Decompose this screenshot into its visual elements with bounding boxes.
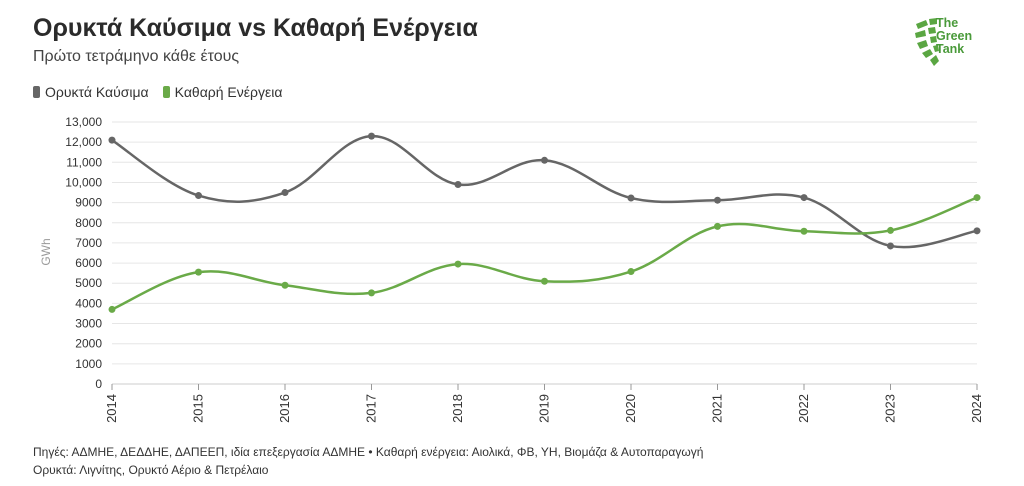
data-point-series-1[interactable] — [714, 222, 721, 230]
data-point-series-0[interactable] — [454, 180, 462, 188]
y-axis-ticks: 0 1000 2000 3000 4000 5000 6000 7000 8000 9000 10,… — [65, 115, 102, 391]
y-axis-label: GWh — [39, 238, 53, 265]
logo-text-line1: The — [936, 16, 959, 30]
data-point-series-1[interactable] — [973, 194, 981, 202]
y-tick-label: 11,000 — [66, 155, 102, 169]
footer-line-fossil-definition: Ορυκτά: Λιγνίτης, Ορυκτό Αέριο & Πετρέλα… — [33, 463, 269, 477]
logo-text-line3: Tank — [936, 42, 965, 56]
x-tick-label: 2016 — [277, 394, 292, 423]
x-tick-label: 2019 — [537, 394, 552, 423]
footer-line-sources: Πηγές: ΑΔΜΗΕ, ΔΕΔΔΗΕ, ΔΑΠΕΕΠ, ιδία επεξε… — [33, 445, 704, 459]
chart-subtitle: Πρώτο τετράμηνο κάθε έτους — [33, 48, 240, 65]
legend-label-fossil: Ορυκτά Καύσιμα — [45, 84, 149, 100]
legend-label-clean: Καθαρή Ενέργεια — [174, 84, 283, 100]
y-tick-label: 3000 — [75, 317, 102, 331]
y-tick-label: 6000 — [75, 256, 102, 270]
data-point-series-0[interactable] — [973, 227, 981, 235]
x-axis-ticks: 2014 2015 2016 2017 2018 2019 2020 2021 2022 2023… — [104, 384, 984, 423]
the-green-tank-logo-icon — [915, 18, 939, 66]
x-tick-label: 2021 — [710, 394, 725, 423]
data-point-series-0[interactable] — [281, 189, 289, 197]
series-points — [108, 132, 981, 313]
legend-swatch-fossil — [33, 86, 40, 98]
legend: Ορυκτά Καύσιμα Καθαρή Ενέργεια — [33, 84, 282, 100]
data-point-series-1[interactable] — [800, 227, 808, 235]
logo-text: The Green Tank — [936, 17, 972, 56]
x-tick-label: 2017 — [364, 394, 379, 423]
y-tick-label: 0 — [95, 377, 102, 391]
y-tick-label: 4000 — [75, 296, 102, 310]
legend-swatch-clean — [162, 86, 170, 98]
data-point-series-1[interactable] — [627, 268, 635, 276]
data-point-series-0[interactable] — [541, 156, 548, 164]
footer-sources: Πηγές: ΑΔΜΗΕ, ΔΕΔΔΗΕ, ΔΑΠΕΕΠ, ιδία επεξε… — [33, 443, 703, 479]
line-chart: 0 1000 2000 3000 4000 5000 6000 7000 8000 9000 10,… — [39, 115, 984, 423]
y-tick-label: 2000 — [75, 337, 102, 351]
data-point-series-1[interactable] — [108, 305, 116, 313]
data-point-series-1[interactable] — [368, 289, 375, 297]
grid-lines — [112, 121, 977, 385]
legend-item-clean[interactable]: Καθαρή Ενέργεια — [162, 84, 283, 100]
x-tick-label: 2023 — [883, 394, 898, 423]
y-tick-label: 13,000 — [65, 115, 102, 129]
data-point-series-1[interactable] — [195, 268, 202, 276]
x-tick-label: 2018 — [450, 394, 465, 423]
data-point-series-0[interactable] — [887, 242, 894, 250]
data-point-series-1[interactable] — [454, 260, 462, 268]
data-point-series-1[interactable] — [541, 277, 548, 285]
data-point-series-0[interactable] — [195, 192, 202, 200]
chart-title: Ορυκτά Καύσιμα vs Καθαρή Ενέργεια — [33, 14, 478, 42]
logo-text-line2: Green — [936, 29, 973, 43]
y-tick-label: 7000 — [75, 236, 102, 250]
y-tick-label: 10,000 — [65, 175, 102, 189]
x-tick-label: 2022 — [796, 394, 811, 423]
x-tick-label: 2014 — [104, 394, 119, 423]
x-tick-label: 2020 — [623, 394, 638, 423]
y-tick-label: 8000 — [75, 216, 102, 230]
data-point-series-0[interactable] — [368, 132, 375, 140]
y-tick-label: 5000 — [75, 276, 102, 290]
legend-item-fossil[interactable]: Ορυκτά Καύσιμα — [33, 84, 149, 100]
x-tick-label: 2015 — [191, 394, 206, 423]
data-point-series-0[interactable] — [627, 194, 635, 202]
series-line-0 — [111, 134, 978, 249]
y-tick-label: 1000 — [75, 357, 102, 371]
data-point-series-1[interactable] — [281, 281, 289, 289]
data-point-series-1[interactable] — [887, 226, 894, 234]
x-tick-label: 2024 — [969, 394, 984, 423]
data-point-series-0[interactable] — [800, 194, 808, 202]
data-point-series-0[interactable] — [108, 136, 116, 144]
y-tick-label: 9000 — [75, 196, 102, 210]
series-line-1 — [111, 196, 978, 311]
data-point-series-0[interactable] — [714, 196, 721, 204]
y-tick-label: 12,000 — [65, 135, 102, 149]
